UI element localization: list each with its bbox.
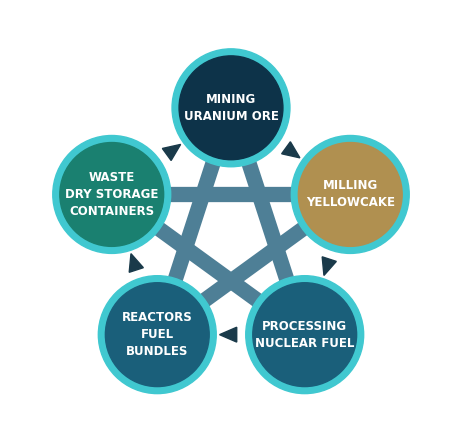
- Circle shape: [53, 136, 170, 253]
- Text: REACTORS
FUEL
BUNDLES: REACTORS FUEL BUNDLES: [122, 311, 193, 358]
- Circle shape: [60, 143, 164, 246]
- Circle shape: [253, 283, 357, 387]
- Polygon shape: [282, 142, 300, 158]
- Polygon shape: [219, 327, 237, 342]
- Text: MILLING
YELLOWCAKE: MILLING YELLOWCAKE: [306, 180, 395, 209]
- Circle shape: [172, 49, 290, 167]
- Circle shape: [298, 143, 402, 246]
- Text: MINING
URANIUM ORE: MINING URANIUM ORE: [183, 93, 279, 123]
- Polygon shape: [129, 254, 143, 272]
- Circle shape: [292, 136, 409, 253]
- Polygon shape: [322, 257, 336, 275]
- Circle shape: [246, 276, 364, 394]
- Circle shape: [98, 276, 216, 394]
- Circle shape: [179, 56, 283, 160]
- Text: PROCESSING
NUCLEAR FUEL: PROCESSING NUCLEAR FUEL: [255, 319, 354, 350]
- Text: WASTE
DRY STORAGE
CONTAINERS: WASTE DRY STORAGE CONTAINERS: [65, 171, 158, 218]
- Circle shape: [105, 283, 209, 387]
- Polygon shape: [162, 144, 181, 161]
